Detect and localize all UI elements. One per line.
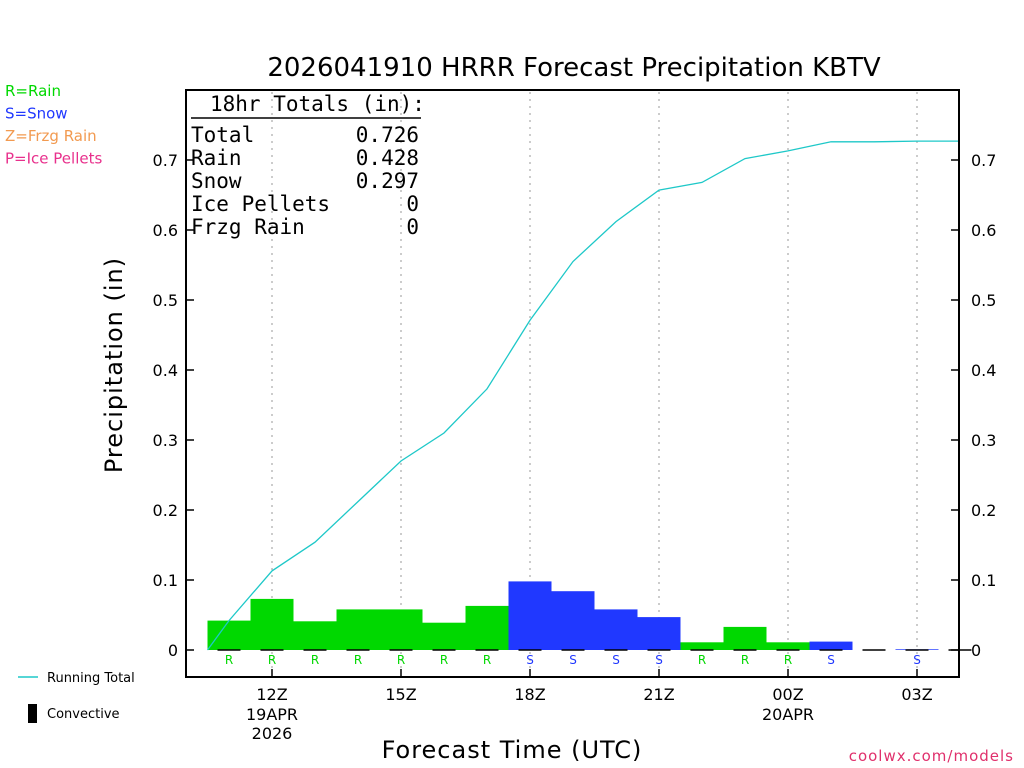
y-tick-label-right: 0.6	[971, 221, 996, 240]
bar	[508, 581, 552, 650]
y-tick-label-left: 0.1	[153, 571, 178, 590]
bar	[766, 642, 810, 650]
y-tick-label-right: 0.2	[971, 501, 996, 520]
totals-row-value: 0.726	[356, 123, 419, 147]
y-tick-label-left: 0	[168, 641, 178, 660]
bar-type-marker: S	[526, 653, 534, 667]
bar-type-marker: R	[397, 653, 405, 667]
bar	[637, 617, 681, 650]
bar-type-marker: R	[225, 653, 233, 667]
y-tick-label-right: 0.3	[971, 431, 996, 450]
bar-type-marker: S	[655, 653, 663, 667]
y-tick-label-left: 0.7	[153, 151, 178, 170]
bar-type-marker: S	[827, 653, 835, 667]
y-axis-ticks: 0 00.1 0.10.2 0.20.3 0.30.4 0.40.5 0.50.6 0.60.…	[153, 151, 997, 660]
bar	[723, 626, 767, 650]
plot-frame	[185, 89, 960, 678]
type-legend-item: Z=Frzg Rain	[5, 127, 97, 145]
x-tick-label: 00Z	[772, 685, 803, 704]
totals-row-value: 0.297	[356, 169, 419, 193]
totals-row-value: 0	[406, 215, 419, 239]
x-axis-title: Forecast Time (UTC)	[382, 736, 643, 764]
y-tick-label-left: 0.6	[153, 221, 178, 240]
bar	[293, 621, 337, 650]
bar	[336, 609, 380, 650]
bar-series	[207, 581, 972, 651]
bar	[594, 609, 638, 650]
x-tick-label: 18Z	[514, 685, 545, 704]
totals-box: 18hr Totals (in): Total 0.726 Rain 0.428 Sno…	[191, 92, 425, 239]
bar	[680, 642, 724, 650]
precip-type-legend: R=Rain S=Snow Z=Frzg Rain P=Ice Pellets	[5, 82, 102, 168]
type-legend-item: R=Rain	[5, 82, 61, 100]
y-tick-label-right: 0.1	[971, 571, 996, 590]
x-tick-label: 03Z	[901, 685, 932, 704]
bar-type-marker: S	[612, 653, 620, 667]
y-tick-label-right: 0.7	[971, 151, 996, 170]
bar-type-marker: R	[311, 653, 319, 667]
totals-rows: Total 0.726 Rain 0.428 Snow 0.297 Ice Pellets 0…	[191, 123, 419, 239]
totals-row-label: Rain	[191, 146, 242, 170]
bar-type-marker: R	[698, 653, 706, 667]
y-axis-title: Precipitation (in)	[100, 257, 128, 473]
bar	[551, 591, 595, 650]
source-credit: coolwx.com/models	[849, 747, 1014, 765]
totals-row-label: Total	[191, 123, 254, 147]
y-tick-label-right: 0.4	[971, 361, 996, 380]
bar-type-marker: R	[784, 653, 792, 667]
bar-type-marker: S	[569, 653, 577, 667]
bar	[809, 641, 853, 650]
totals-row-label: Snow	[191, 169, 242, 193]
bar	[379, 609, 423, 650]
bar	[422, 622, 466, 650]
type-legend-item: S=Snow	[5, 105, 68, 123]
x-tick-sublabel: 2026	[252, 724, 293, 743]
bar-type-marker: S	[913, 653, 921, 667]
y-tick-label-right: 0.5	[971, 291, 996, 310]
y-tick-label-left: 0.5	[153, 291, 178, 310]
bar-type-marker: R	[354, 653, 362, 667]
y-tick-label-left: 0.3	[153, 431, 178, 450]
convective-legend-swatch	[28, 704, 37, 723]
y-tick-label-left: 0.4	[153, 361, 178, 380]
bar-type-marker: R	[440, 653, 448, 667]
x-tick-sublabel: 20APR	[762, 705, 814, 724]
x-tick-sublabel: 19APR	[246, 705, 298, 724]
x-tick-label: 12Z	[256, 685, 287, 704]
totals-row-value: 0.428	[356, 146, 419, 170]
totals-row-label: Ice Pellets	[191, 192, 330, 216]
totals-row-label: Frzg Rain	[191, 215, 305, 239]
bar-type-marker: R	[268, 653, 276, 667]
running-total-line	[206, 140, 960, 651]
type-legend-item: P=Ice Pellets	[5, 150, 102, 168]
bar	[250, 598, 294, 650]
y-tick-label-left: 0.2	[153, 501, 178, 520]
y-tick-label-right: 0	[971, 641, 981, 660]
x-tick-label: 21Z	[643, 685, 674, 704]
bar-type-marker: R	[483, 653, 491, 667]
convective-legend-label: Convective	[47, 707, 120, 722]
bottom-legend: Running Total Convective	[18, 671, 135, 723]
bar-type-marker: R	[741, 653, 749, 667]
running-total-legend-label: Running Total	[47, 671, 135, 686]
totals-row-value: 0	[406, 192, 419, 216]
totals-header: 18hr Totals (in):	[210, 92, 425, 116]
chart-title: 2026041910 HRRR Forecast Precipitation K…	[267, 53, 881, 83]
bar	[465, 605, 509, 650]
x-tick-label: 15Z	[385, 685, 416, 704]
bar	[207, 620, 251, 650]
